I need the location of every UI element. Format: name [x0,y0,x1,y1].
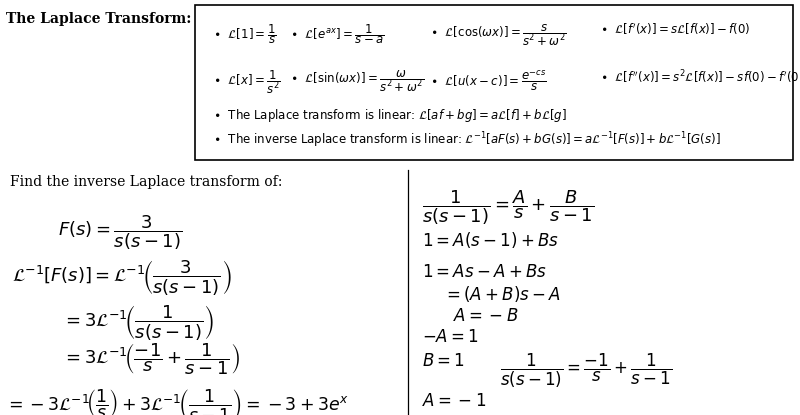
Text: $A = -B$: $A = -B$ [453,307,518,325]
Text: $\dfrac{1}{s(s-1)} = \dfrac{A}{s} + \dfrac{B}{s-1}$: $\dfrac{1}{s(s-1)} = \dfrac{A}{s} + \dfr… [422,188,594,227]
Text: $\bullet$  $\mathcal{L}[f^\prime(x)] = s\mathcal{L}[f(x)] - f(0)$: $\bullet$ $\mathcal{L}[f^\prime(x)] = s\… [600,22,750,37]
Text: Find the inverse Laplace transform of:: Find the inverse Laplace transform of: [10,175,282,189]
Text: $\bullet$  $\mathcal{L}[f''(x)] = s^2\mathcal{L}[f(x)] - sf(0) - f'(0)$: $\bullet$ $\mathcal{L}[f''(x)] = s^2\mat… [600,68,800,85]
Text: $= (A+B)s - A$: $= (A+B)s - A$ [443,284,561,304]
Text: $\bullet$  $\mathcal{L}[1] = \dfrac{1}{s}$: $\bullet$ $\mathcal{L}[1] = \dfrac{1}{s}… [213,22,277,46]
Text: $A = -1$: $A = -1$ [422,392,486,410]
Text: $1 = As - A + Bs$: $1 = As - A + Bs$ [422,263,547,281]
Text: $= 3\mathcal{L}^{-1}\!\left(\dfrac{1}{s(s-1)}\right)$: $= 3\mathcal{L}^{-1}\!\left(\dfrac{1}{s(… [62,303,214,342]
Text: $\dfrac{1}{s(s-1)} = \dfrac{-1}{s} + \dfrac{1}{s-1}$: $\dfrac{1}{s(s-1)} = \dfrac{-1}{s} + \df… [500,352,673,390]
Text: $B = 1$: $B = 1$ [422,352,465,370]
Text: $= -3\mathcal{L}^{-1}\!\left(\dfrac{1}{s}\right) + 3\mathcal{L}^{-1}\!\left(\dfr: $= -3\mathcal{L}^{-1}\!\left(\dfrac{1}{s… [5,387,350,415]
Text: $1 = A(s-1) + Bs$: $1 = A(s-1) + Bs$ [422,230,559,250]
Bar [195,5,793,160]
Text: $\bullet$  The inverse Laplace transform is linear: $\mathcal{L}^{-1}[aF(s)+bG(s: $\bullet$ The inverse Laplace transform … [213,130,721,149]
Text: $\bullet$  $\mathcal{L}[\cos(\omega x)] = \dfrac{s}{s^2+\omega^2}$: $\bullet$ $\mathcal{L}[\cos(\omega x)] =… [430,22,567,48]
Text: $\bullet$  The Laplace transform is linear: $\mathcal{L}[af+bg] = a\mathcal{L}[f: $\bullet$ The Laplace transform is linea… [213,107,567,124]
Text: The Laplace Transform:: The Laplace Transform: [6,12,191,26]
Text: $\mathcal{L}^{-1}[F(s)] = \mathcal{L}^{-1}\!\left(\dfrac{3}{s(s-1)}\right)$: $\mathcal{L}^{-1}[F(s)] = \mathcal{L}^{-… [12,258,232,297]
Text: $\bullet$  $\mathcal{L}[\sin(\omega x)] = \dfrac{\omega}{s^2+\omega^2}$: $\bullet$ $\mathcal{L}[\sin(\omega x)] =… [290,68,424,94]
Text: $\bullet$  $\mathcal{L}[e^{ax}] = \dfrac{1}{s-a}$: $\bullet$ $\mathcal{L}[e^{ax}] = \dfrac{… [290,22,384,46]
Text: $\bullet$  $\mathcal{L}[x] = \dfrac{1}{s^2}$: $\bullet$ $\mathcal{L}[x] = \dfrac{1}{s^… [213,68,281,96]
Text: $= 3\mathcal{L}^{-1}\!\left(\dfrac{-1}{s} + \dfrac{1}{s-1}\right)$: $= 3\mathcal{L}^{-1}\!\left(\dfrac{-1}{s… [62,341,240,377]
Text: $-A = 1$: $-A = 1$ [422,328,479,346]
Text: $\bullet$  $\mathcal{L}[u(x-c)] = \dfrac{e^{-cs}}{s}$: $\bullet$ $\mathcal{L}[u(x-c)] = \dfrac{… [430,68,547,93]
Text: $F(s) = \dfrac{3}{s(s-1)}$: $F(s) = \dfrac{3}{s(s-1)}$ [58,213,182,251]
